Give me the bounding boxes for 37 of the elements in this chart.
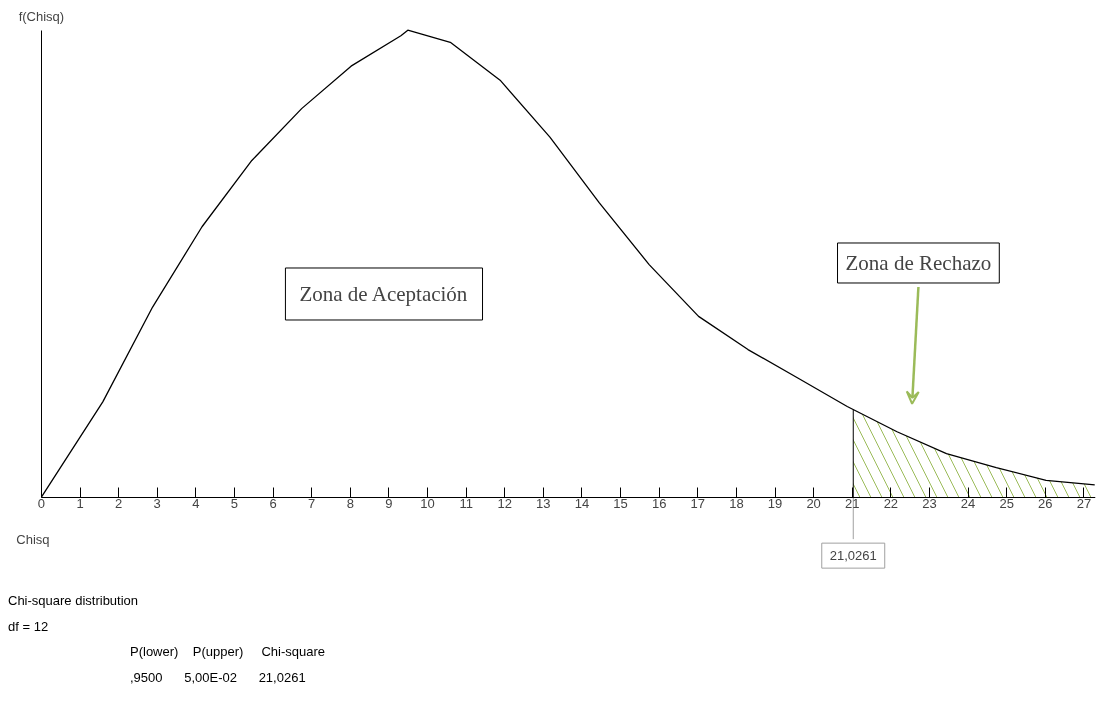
x-tick-label: 13 [536, 496, 551, 512]
x-tick-label: 5 [230, 496, 239, 512]
x-tick-label: 27 [1076, 496, 1092, 512]
x-tick-label: 1 [76, 496, 84, 512]
ref-line-label: 21,0261 [829, 548, 877, 564]
x-tick-label: 20 [806, 496, 821, 512]
x-tick-label: 6 [269, 496, 277, 512]
x-tick-label: 4 [192, 496, 200, 512]
x-tick-label: 18 [729, 496, 744, 512]
x-tick-label: 12 [497, 496, 512, 512]
x-tick-label: 15 [613, 496, 628, 512]
x-tick-label: 25 [999, 496, 1014, 512]
annotation: Zona de Rechazo [845, 250, 992, 275]
x-tick-label: 0 [37, 496, 46, 512]
x-tick-label: 23 [922, 496, 937, 512]
y-axis-title: f(Chisq) [18, 8, 65, 24]
text: df = 12 [8, 617, 49, 636]
x-tick-label: 10 [420, 496, 435, 512]
text: Chi-square distribution [8, 592, 139, 610]
x-tick-label: 17 [690, 496, 706, 512]
x-tick-label: 26 [1038, 496, 1053, 512]
x-tick-label: 8 [346, 496, 354, 512]
annotation: Zona de Aceptación [299, 282, 468, 306]
x-tick-label: 11 [459, 496, 473, 512]
x-tick-label: 9 [385, 496, 393, 512]
x-tick-label: 2 [115, 496, 123, 512]
x-tick-label: 7 [308, 496, 316, 512]
x-axis-title: Chisq [16, 531, 50, 547]
text: ,9500 5,00E-02 21,0261 [130, 668, 306, 687]
x-tick-label: 22 [883, 496, 899, 512]
x-tick-label: 3 [153, 496, 161, 512]
x-tick-label: 19 [767, 496, 783, 512]
x-tick-label: 16 [651, 496, 667, 512]
x-tick-label: 24 [960, 496, 976, 512]
x-tick-label: 14 [574, 496, 590, 512]
text: P(lower) P(upper) Chi-square [130, 643, 326, 662]
x-tick-label: 21 [845, 496, 860, 512]
